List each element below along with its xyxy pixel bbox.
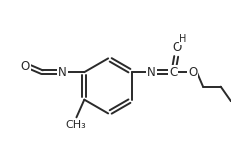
Text: N: N bbox=[58, 66, 67, 79]
Text: C: C bbox=[169, 66, 177, 79]
Text: O: O bbox=[188, 66, 198, 79]
Text: CH₃: CH₃ bbox=[65, 120, 86, 130]
Text: H: H bbox=[179, 34, 187, 44]
Text: N: N bbox=[147, 66, 156, 79]
Text: O: O bbox=[21, 60, 30, 73]
Text: O: O bbox=[173, 41, 182, 54]
